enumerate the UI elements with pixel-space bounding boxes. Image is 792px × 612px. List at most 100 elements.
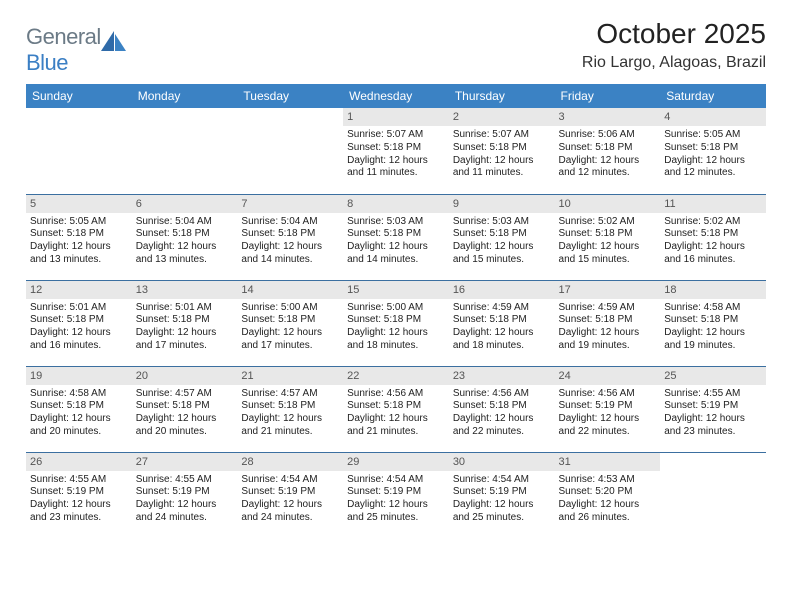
sunrise-line: Sunrise: 5:04 AM [241,216,339,229]
day-number: 15 [343,281,449,299]
day-number: 3 [555,108,661,126]
day-header: Saturday [660,84,766,108]
daylight-line: Daylight: 12 hours and 16 minutes. [30,327,128,353]
calendar-table: SundayMondayTuesdayWednesdayThursdayFrid… [26,84,766,538]
calendar-week-row: 26Sunrise: 4:55 AMSunset: 5:19 PMDayligh… [26,452,766,538]
sunset-line: Sunset: 5:19 PM [30,486,128,499]
calendar-day-cell: 13Sunrise: 5:01 AMSunset: 5:18 PMDayligh… [132,280,238,366]
calendar-day-cell: 24 Sunrise: 4:56 AMSunset: 5:19 PMDayligh… [555,366,661,452]
sunrise-line: Sunrise: 4:54 AM [241,474,339,487]
calendar-day-cell: 27Sunrise: 4:55 AMSunset: 5:19 PMDayligh… [132,452,238,538]
calendar-day-cell: 21Sunrise: 4:57 AMSunset: 5:18 PMDayligh… [237,366,343,452]
logo: General Blue [26,18,129,76]
daylight-line: Daylight: 12 hours and 24 minutes. [241,499,339,525]
calendar-day-cell: 28 Sunrise: 4:54 AMSunset: 5:19 PMDayligh… [237,452,343,538]
sunrise-line: Sunrise: 4:53 AM [559,474,657,487]
daylight-line: Daylight: 12 hours and 23 minutes. [30,499,128,525]
calendar-day-cell: 16Sunrise: 4:59 AMSunset: 5:18 PMDayligh… [449,280,555,366]
sunset-line: Sunset: 5:19 PM [559,400,657,413]
daylight-line: Daylight: 12 hours and 16 minutes. [664,241,762,267]
sunrise-line: Sunrise: 4:55 AM [136,474,234,487]
calendar-day-cell: 29Sunrise: 4:54 AMSunset: 5:19 PMDayligh… [343,452,449,538]
calendar-day-cell: 18Sunrise: 4:58 AMSunset: 5:18 PMDayligh… [660,280,766,366]
title-block: October 2025 Rio Largo, Alagoas, Brazil [582,18,766,72]
sunrise-line: Sunrise: 4:56 AM [347,388,445,401]
sunrise-line: Sunrise: 5:06 AM [559,129,657,142]
day-number: 14 [237,281,343,299]
calendar-day-cell: 6Sunrise: 5:04 AMSunset: 5:18 PMDaylight… [132,194,238,280]
daylight-line: Daylight: 12 hours and 12 minutes. [664,155,762,181]
day-number: 20 [132,367,238,385]
daylight-line: Daylight: 12 hours and 12 minutes. [559,155,657,181]
day-number: 7 [237,195,343,213]
logo-word2: Blue [26,50,68,75]
sunset-line: Sunset: 5:18 PM [664,314,762,327]
calendar-header-row: SundayMondayTuesdayWednesdayThursdayFrid… [26,84,766,108]
calendar-day-cell: 7 Sunrise: 5:04 AMSunset: 5:18 PMDaylight… [237,194,343,280]
day-header: Tuesday [237,84,343,108]
sunset-line: Sunset: 5:18 PM [347,142,445,155]
daylight-line: Daylight: 12 hours and 22 minutes. [559,413,657,439]
sunrise-line: Sunrise: 4:55 AM [30,474,128,487]
daylight-line: Daylight: 12 hours and 22 minutes. [453,413,551,439]
sunset-line: Sunset: 5:18 PM [347,314,445,327]
calendar-day-cell: 2Sunrise: 5:07 AMSunset: 5:18 PMDaylight… [449,108,555,194]
header: General Blue October 2025 Rio Largo, Ala… [26,18,766,76]
calendar-day-cell: 15Sunrise: 5:00 AMSunset: 5:18 PMDayligh… [343,280,449,366]
calendar-day-cell [26,108,132,194]
sunset-line: Sunset: 5:18 PM [136,228,234,241]
day-number: 27 [132,453,238,471]
daylight-line: Daylight: 12 hours and 14 minutes. [347,241,445,267]
daylight-line: Daylight: 12 hours and 20 minutes. [30,413,128,439]
sunrise-line: Sunrise: 5:07 AM [453,129,551,142]
daylight-line: Daylight: 12 hours and 14 minutes. [241,241,339,267]
day-header: Monday [132,84,238,108]
sunset-line: Sunset: 5:18 PM [453,400,551,413]
day-number: 8 [343,195,449,213]
sunrise-line: Sunrise: 5:02 AM [664,216,762,229]
sunset-line: Sunset: 5:18 PM [453,314,551,327]
daylight-line: Daylight: 12 hours and 18 minutes. [453,327,551,353]
calendar-day-cell: 19Sunrise: 4:58 AMSunset: 5:18 PMDayligh… [26,366,132,452]
sunrise-line: Sunrise: 4:57 AM [241,388,339,401]
logo-text: General Blue [26,24,101,76]
calendar-page: General Blue October 2025 Rio Largo, Ala… [0,0,792,548]
calendar-week-row: 1Sunrise: 5:07 AMSunset: 5:18 PMDaylight… [26,108,766,194]
daylight-line: Daylight: 12 hours and 21 minutes. [241,413,339,439]
sunrise-line: Sunrise: 5:00 AM [241,302,339,315]
day-number: 28 [237,453,343,471]
sunset-line: Sunset: 5:19 PM [453,486,551,499]
sunset-line: Sunset: 5:18 PM [241,314,339,327]
sunset-line: Sunset: 5:19 PM [136,486,234,499]
day-number: 19 [26,367,132,385]
sunrise-line: Sunrise: 5:07 AM [347,129,445,142]
day-header: Friday [555,84,661,108]
day-number: 21 [237,367,343,385]
sunset-line: Sunset: 5:18 PM [559,314,657,327]
calendar-day-cell: 9Sunrise: 5:03 AMSunset: 5:18 PMDaylight… [449,194,555,280]
daylight-line: Daylight: 12 hours and 11 minutes. [347,155,445,181]
calendar-week-row: 5Sunrise: 5:05 AMSunset: 5:18 PMDaylight… [26,194,766,280]
sunrise-line: Sunrise: 5:02 AM [559,216,657,229]
day-number: 24 [555,367,661,385]
sunset-line: Sunset: 5:19 PM [241,486,339,499]
sunset-line: Sunset: 5:19 PM [347,486,445,499]
day-number: 16 [449,281,555,299]
sunrise-line: Sunrise: 4:56 AM [559,388,657,401]
calendar-day-cell: 17Sunrise: 4:59 AMSunset: 5:18 PMDayligh… [555,280,661,366]
sunset-line: Sunset: 5:18 PM [30,400,128,413]
day-number: 26 [26,453,132,471]
day-number: 13 [132,281,238,299]
sunrise-line: Sunrise: 5:00 AM [347,302,445,315]
sunrise-line: Sunrise: 5:04 AM [136,216,234,229]
sunset-line: Sunset: 5:18 PM [241,228,339,241]
daylight-line: Daylight: 12 hours and 19 minutes. [559,327,657,353]
daylight-line: Daylight: 12 hours and 15 minutes. [453,241,551,267]
day-number: 10 [555,195,661,213]
daylight-line: Daylight: 12 hours and 17 minutes. [136,327,234,353]
day-number: 17 [555,281,661,299]
sunrise-line: Sunrise: 4:58 AM [664,302,762,315]
calendar-day-cell: 12Sunrise: 5:01 AMSunset: 5:18 PMDayligh… [26,280,132,366]
sunrise-line: Sunrise: 5:03 AM [347,216,445,229]
calendar-body: 1Sunrise: 5:07 AMSunset: 5:18 PMDaylight… [26,108,766,538]
